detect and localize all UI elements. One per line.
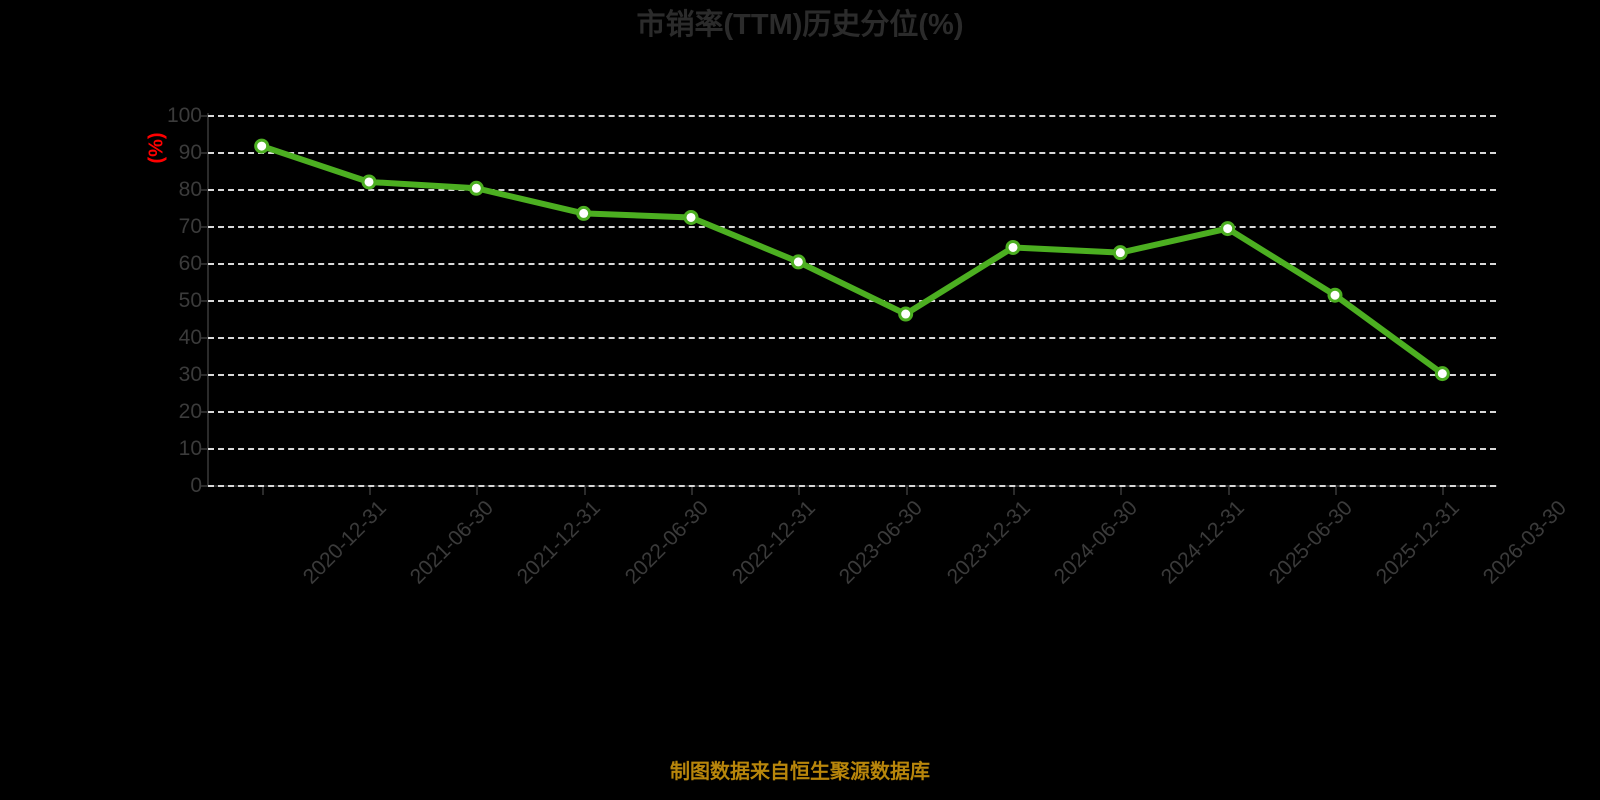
y-tick-label: 100: [166, 104, 202, 127]
x-tick-mark: [691, 487, 693, 495]
x-tick-label: 2020-12-31: [298, 496, 391, 589]
x-tick-label: 2021-06-30: [405, 496, 498, 589]
plot-area: [201, 115, 1496, 487]
x-tick-mark: [476, 487, 479, 495]
x-tick-label: 2025-12-31: [1371, 496, 1464, 589]
x-tick-label: 2022-06-30: [620, 496, 713, 589]
x-tick-label: 2023-12-31: [942, 496, 1035, 589]
y-tick-mark: [201, 226, 208, 228]
y-tick-label: 90: [178, 141, 202, 164]
y-tick-mark: [201, 189, 208, 191]
x-axis-tick-marks: [208, 487, 1496, 497]
x-tick-mark: [1120, 487, 1123, 495]
y-tick-mark: [201, 411, 208, 413]
gridline: [208, 448, 1496, 450]
y-tick-label: 50: [178, 289, 202, 312]
footer-note: 制图数据来自恒生聚源数据库: [670, 761, 930, 783]
y-tick-label: 30: [178, 363, 202, 386]
series-line-chart: [254, 138, 1450, 382]
data-point-marker[interactable]: [576, 205, 592, 221]
data-point-marker[interactable]: [898, 306, 914, 322]
x-tick-mark: [1227, 487, 1230, 495]
x-tick-label: 2023-06-30: [835, 496, 928, 589]
x-tick-label: 2024-12-31: [1157, 496, 1250, 589]
gridline: [208, 337, 1496, 339]
data-point-marker[interactable]: [1112, 245, 1128, 261]
y-tick-label: 60: [178, 252, 202, 275]
gridline: [208, 485, 1496, 487]
y-tick-mark: [201, 374, 208, 376]
y-tick-label: 80: [178, 178, 202, 201]
gridline: [208, 115, 1496, 117]
x-tick-mark: [905, 487, 908, 495]
x-tick-label: 2024-06-30: [1049, 496, 1142, 589]
x-tick-mark: [261, 487, 264, 495]
data-point-marker[interactable]: [254, 138, 270, 154]
page-title: 市销率(TTM)历史分位(%): [636, 9, 964, 41]
y-tick-mark: [201, 152, 208, 154]
data-point-marker[interactable]: [1005, 239, 1021, 255]
x-tick-label: 2021-12-31: [513, 496, 606, 589]
gridline: [208, 300, 1496, 302]
data-point-marker[interactable]: [1327, 287, 1343, 303]
data-point-marker[interactable]: [468, 180, 484, 196]
x-tick-label: 2022-12-31: [727, 496, 820, 589]
gridline: [208, 374, 1496, 376]
gridline: [208, 226, 1496, 228]
gridline: [208, 152, 1496, 154]
x-tick-mark: [583, 487, 586, 495]
data-point-marker[interactable]: [1220, 221, 1236, 237]
y-tick-mark: [201, 448, 208, 450]
series-line: [258, 143, 1446, 377]
y-tick-mark: [201, 337, 208, 339]
gridline: [208, 263, 1496, 265]
x-axis-tick-labels: 2020-12-31 2021-06-30 2021-12-31 2022-06-30…: [208, 496, 1571, 617]
y-tick-label: 10: [178, 437, 202, 460]
y-tick-mark: [201, 115, 208, 117]
y-tick-label: 70: [178, 215, 202, 238]
y-tick-mark: [201, 485, 208, 487]
data-point-marker[interactable]: [1434, 366, 1450, 382]
x-tick-mark: [369, 487, 371, 495]
x-tick-label: 2025-06-30: [1264, 496, 1357, 589]
y-tick-label: 20: [178, 400, 202, 423]
y-tick-mark: [201, 263, 208, 265]
gridline: [208, 189, 1496, 191]
data-point-marker[interactable]: [683, 209, 699, 225]
y-tick-label: 40: [178, 326, 202, 349]
gridline: [208, 411, 1496, 413]
x-tick-mark: [1442, 487, 1445, 495]
x-tick-mark: [1335, 487, 1337, 495]
x-tick-mark: [798, 487, 801, 495]
x-tick-label: 2026-03-30: [1479, 496, 1572, 589]
y-tick-label: 0: [190, 474, 202, 497]
data-point-marker[interactable]: [790, 254, 806, 270]
y-tick-mark: [201, 300, 208, 302]
data-point-marker[interactable]: [361, 174, 377, 190]
x-tick-mark: [1013, 487, 1015, 495]
y-axis-tick-labels: 0 10 20 30 40 50 60 70 80 90 100: [140, 105, 202, 496]
